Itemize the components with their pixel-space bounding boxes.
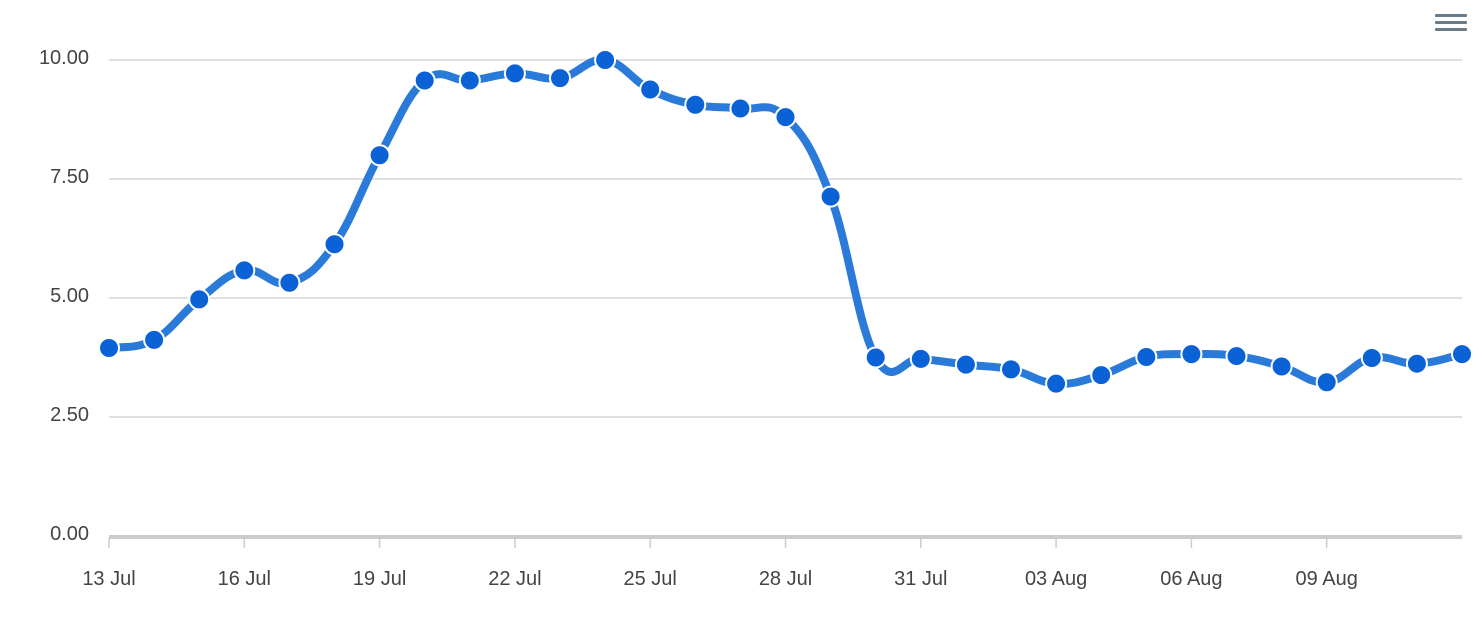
x-axis: 13 Jul 16 Jul 19 Jul 22 Jul 25 Jul 28 Jul 31 J… [82, 535, 1462, 590]
y-tick-label: 2.50 [50, 404, 89, 426]
menu-bar [1435, 21, 1467, 24]
data-point[interactable] [1315, 371, 1338, 394]
data-point[interactable] [413, 69, 436, 92]
menu-bar [1435, 14, 1467, 17]
y-tick-label: 0.00 [50, 523, 89, 545]
x-tick-label: 03 Aug [1025, 568, 1087, 590]
data-point[interactable] [98, 336, 120, 359]
data-point[interactable] [458, 69, 481, 92]
data-point[interactable] [819, 185, 842, 208]
data-point[interactable] [368, 144, 391, 167]
y-axis: 0.00 2.50 5.00 7.50 10.00 [39, 47, 89, 545]
data-point[interactable] [503, 62, 526, 85]
y-tick-label: 5.00 [50, 285, 89, 307]
x-tick-label: 22 Jul [488, 568, 541, 590]
data-point[interactable] [1225, 345, 1248, 368]
data-point[interactable] [278, 271, 301, 294]
data-point[interactable] [1270, 355, 1293, 378]
hamburger-menu-icon[interactable] [1434, 10, 1468, 38]
data-point[interactable] [594, 49, 617, 71]
x-tick-label: 25 Jul [624, 568, 677, 590]
x-tick-label: 31 Jul [894, 568, 947, 590]
data-point[interactable] [323, 233, 346, 256]
data-point[interactable] [143, 328, 166, 351]
y-tick-label: 10.00 [39, 47, 89, 69]
data-point[interactable] [639, 78, 662, 101]
data-point[interactable] [233, 259, 256, 282]
data-point[interactable] [1090, 364, 1113, 387]
data-point[interactable] [1451, 343, 1473, 366]
data-point[interactable] [684, 93, 707, 116]
grid-lines [109, 59, 1462, 418]
x-tick-label: 06 Aug [1160, 568, 1222, 590]
x-tick-label: 13 Jul [82, 568, 135, 590]
data-point[interactable] [1180, 343, 1203, 366]
data-point[interactable] [729, 97, 752, 120]
data-point[interactable] [188, 288, 211, 311]
x-tick-label: 09 Aug [1296, 568, 1358, 590]
data-point[interactable] [1360, 346, 1383, 369]
data-point[interactable] [954, 353, 977, 376]
data-point[interactable] [1000, 358, 1022, 381]
data-point[interactable] [774, 106, 797, 129]
x-tick-label: 19 Jul [353, 568, 406, 590]
data-point[interactable] [909, 347, 932, 370]
series-group [98, 49, 1473, 395]
x-tick-label: 16 Jul [218, 568, 271, 590]
x-tick-label: 28 Jul [759, 568, 812, 590]
data-point[interactable] [1135, 346, 1158, 369]
data-point[interactable] [1045, 372, 1068, 395]
menu-bar [1435, 28, 1467, 31]
y-tick-label: 7.50 [50, 166, 89, 188]
data-point[interactable] [549, 67, 571, 90]
data-point[interactable] [1405, 352, 1428, 375]
data-point[interactable] [864, 346, 887, 369]
